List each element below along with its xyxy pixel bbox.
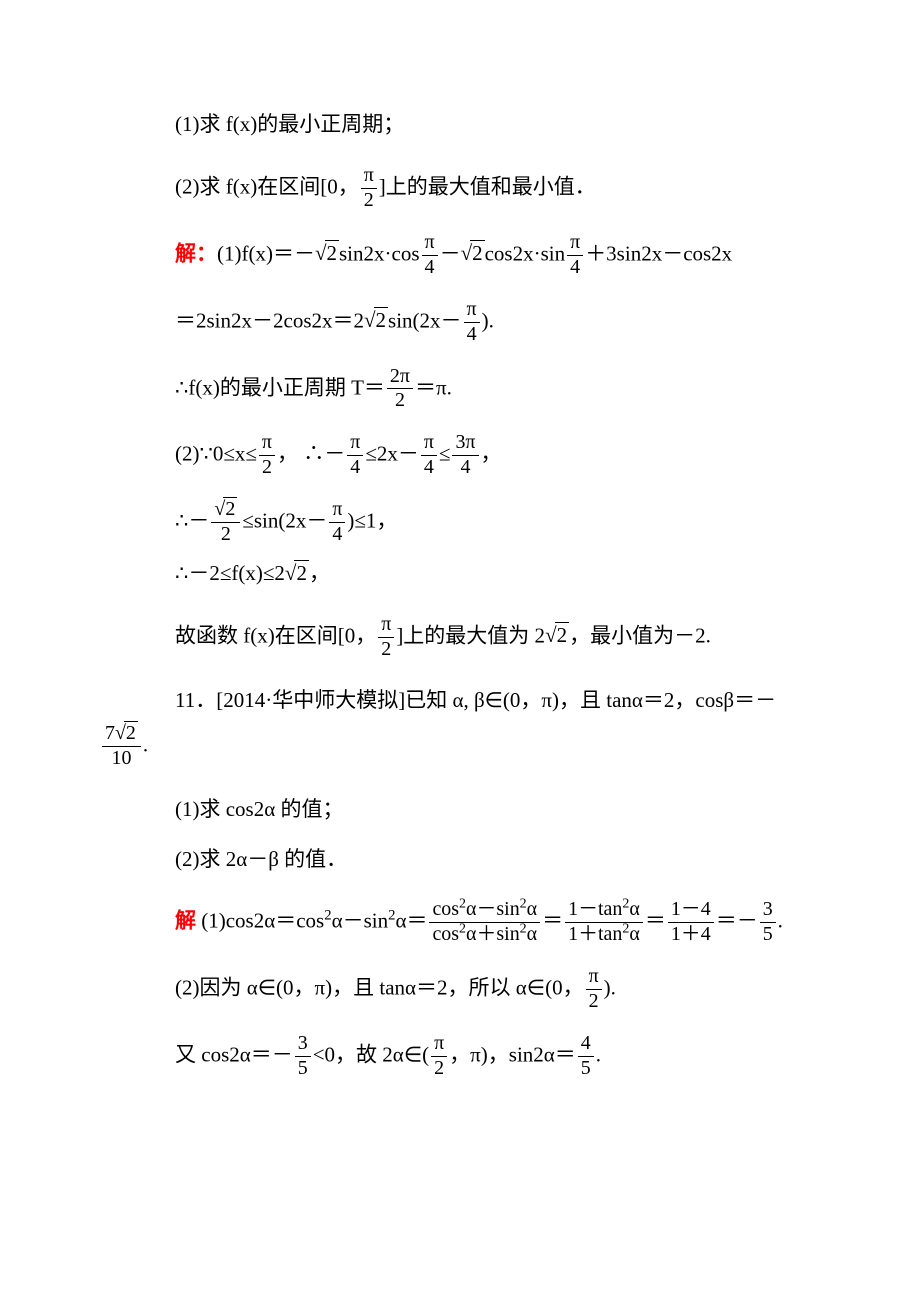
text: . [596, 1042, 601, 1066]
line-1: (1)求 f(x)的最小正周期； [100, 105, 820, 145]
sqrt: √2 [285, 554, 309, 594]
text: ∴－ [175, 509, 209, 533]
fraction: √22 [211, 499, 240, 546]
sqrt: √2 [315, 234, 339, 274]
sqrt: √2 [364, 301, 388, 341]
text: <0，故 2α∈( [313, 1042, 429, 1066]
text: 11．[2014·华中师大模拟]已知 α, β∈(0，π)，且 tanα＝2，c… [175, 688, 776, 712]
line-9: 故函数 f(x)在区间[0，π2]上的最大值为 2√2，最小值为－2. [100, 614, 820, 661]
fraction: π2 [586, 966, 602, 1013]
fraction: π4 [567, 232, 583, 279]
fraction: π4 [422, 232, 438, 279]
sqrt: √2 [545, 616, 569, 656]
text: 又 cos2α＝－ [175, 1042, 293, 1066]
text: sin2x·cos [339, 241, 420, 265]
text: ＝－ [716, 909, 758, 933]
line-11: (1)求 cos2α 的值； [100, 790, 820, 830]
line-6: (2)∵0≤x≤π2， ∴－π4≤2x－π4≤3π4， [100, 432, 820, 479]
text: (2)因为 α∈(0，π)，且 tanα＝2，所以 α∈(0， [175, 976, 584, 1000]
fraction: 3π4 [452, 432, 478, 479]
line-3: 解：(1)f(x)＝－√2sin2x·cosπ4－√2cos2x·sinπ4＋3… [100, 232, 820, 279]
text: (1)求 cos2α 的值； [175, 797, 343, 821]
text: ]上的最大值和最小值． [379, 174, 596, 198]
fraction: 1－41＋4 [668, 899, 714, 946]
fraction: π4 [464, 299, 480, 346]
line-5: ∴f(x)的最小正周期 T＝2π2＝π. [100, 366, 820, 413]
text: (1)求 f(x)的最小正周期； [175, 112, 404, 136]
answer-label: 解： [175, 241, 217, 265]
sqrt: √2 [461, 234, 485, 274]
text: ， [481, 442, 502, 466]
line-12: (2)求 2α－β 的值． [100, 840, 820, 880]
text: ]上的最大值为 2 [396, 623, 545, 647]
text: . [778, 909, 783, 933]
fraction: π4 [329, 499, 345, 546]
text: α－sin [332, 909, 389, 933]
text: cos2x·sin [485, 241, 566, 265]
text: ∴f(x)的最小正周期 T＝ [175, 375, 385, 399]
line-14: (2)因为 α∈(0，π)，且 tanα＝2，所以 α∈(0，π2). [100, 966, 820, 1013]
fraction: 1－tan2α1＋tan2α [565, 899, 643, 946]
fraction: π4 [347, 432, 363, 479]
text: ≤2x－ [365, 442, 419, 466]
fraction: 35 [760, 899, 776, 946]
fraction: π2 [259, 432, 275, 479]
fraction: π2 [361, 165, 377, 212]
fraction: cos2α－sin2αcos2α＋sin2α [429, 899, 540, 946]
text: ＝π. [415, 375, 452, 399]
sqrt: √2 [115, 723, 138, 745]
text: (1)cos2α＝cos [196, 909, 324, 933]
line-2: (2)求 f(x)在区间[0，π2]上的最大值和最小值． [100, 165, 820, 212]
text: ＋3sin2x－cos2x [585, 241, 732, 265]
text: ). [604, 976, 616, 1000]
text: ∴－2≤f(x)≤2 [175, 561, 285, 585]
fraction: π2 [378, 614, 394, 661]
line-4: ＝2sin2x－2cos2x＝2√2sin(2x－π4). [100, 299, 820, 346]
text: ＝2sin2x－2cos2x＝2 [175, 308, 364, 332]
text: ， ∴－ [277, 442, 345, 466]
text: (2)求 f(x)在区间[0， [175, 174, 359, 198]
answer-label: 解 [175, 909, 196, 933]
fraction: 7√210 [102, 723, 141, 770]
text: ，π)，sin2α＝ [449, 1042, 576, 1066]
line-13: 解 (1)cos2α＝cos2α－sin2α＝cos2α－sin2αcos2α＋… [100, 899, 820, 946]
text: ≤ [439, 442, 451, 466]
text: (2)∵0≤x≤ [175, 442, 257, 466]
text: － [440, 241, 461, 265]
text: (1)f(x)＝－ [217, 241, 315, 265]
text: ＝ [645, 909, 666, 933]
sqrt: √2 [214, 499, 237, 521]
text: ，最小值为－2. [569, 623, 711, 647]
line-7: ∴－√22≤sin(2x－π4)≤1， [100, 499, 820, 546]
text: ). [482, 308, 494, 332]
line-10b: 7√210. [100, 723, 820, 770]
text: (2)求 2α－β 的值． [175, 847, 347, 871]
text: 故函数 f(x)在区间[0， [175, 623, 376, 647]
page-content: (1)求 f(x)的最小正周期； (2)求 f(x)在区间[0，π2]上的最大值… [0, 0, 920, 1150]
text: α＝ [395, 909, 427, 933]
text: ≤sin(2x－ [242, 509, 327, 533]
text: . [143, 732, 148, 756]
fraction: π2 [431, 1033, 447, 1080]
text: ， [309, 561, 330, 585]
line-8: ∴－2≤f(x)≤2√2， [100, 554, 820, 594]
fraction: 2π2 [387, 366, 413, 413]
line-10: 11．[2014·华中师大模拟]已知 α, β∈(0，π)，且 tanα＝2，c… [100, 681, 820, 721]
text: ＝ [542, 909, 563, 933]
line-15: 又 cos2α＝－35<0，故 2α∈(π2，π)，sin2α＝45. [100, 1033, 820, 1080]
fraction: 35 [295, 1033, 311, 1080]
text: )≤1， [347, 509, 397, 533]
fraction: π4 [421, 432, 437, 479]
text: sin(2x－ [388, 308, 462, 332]
fraction: 45 [578, 1033, 594, 1080]
